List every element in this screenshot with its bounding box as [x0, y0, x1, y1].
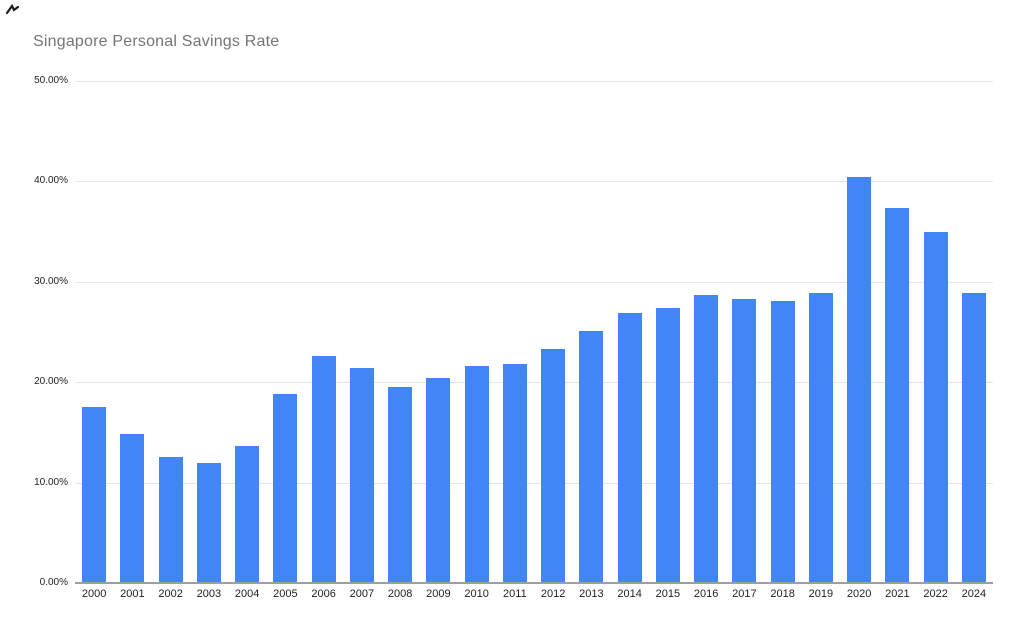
bar-2018[interactable] [770, 300, 795, 583]
x-axis-label-2006: 2006 [311, 588, 336, 600]
x-axis-label-2018: 2018 [770, 588, 795, 600]
x-axis-label-2024: 2024 [961, 588, 987, 600]
bar-2001[interactable] [120, 434, 145, 583]
x-axis-label-2013: 2013 [579, 588, 604, 600]
x-axis-label-2002: 2002 [158, 588, 183, 600]
y-axis-tick-label-50: 50.00% [34, 75, 68, 86]
x-axis-label-2019: 2019 [808, 588, 834, 600]
bar-2002[interactable] [158, 456, 183, 583]
x-axis-label-2009: 2009 [426, 588, 451, 600]
gridline-40pct [75, 181, 993, 183]
bar-2019[interactable] [808, 292, 833, 583]
bar-2000[interactable] [82, 407, 107, 583]
x-axis-label-2010: 2010 [464, 588, 489, 600]
bar-2005[interactable] [273, 394, 298, 583]
x-axis-label-2015: 2015 [655, 588, 681, 600]
y-axis-tick-label-30: 30.00% [34, 275, 68, 287]
x-axis-baseline [75, 582, 993, 584]
y-axis-tick-label-0: 0.00% [39, 577, 68, 588]
bar-2010[interactable] [464, 366, 489, 583]
bar-2014[interactable] [617, 312, 642, 583]
x-axis-label-2003: 2003 [196, 588, 222, 600]
y-axis-tick-label-10: 10.00% [34, 476, 68, 488]
bar-2011[interactable] [502, 364, 527, 583]
x-axis-label-2020: 2020 [846, 588, 872, 600]
x-axis-label-2008: 2008 [387, 588, 413, 600]
bar-2008[interactable] [388, 387, 413, 583]
bar-2009[interactable] [426, 378, 451, 583]
bar-2012[interactable] [541, 349, 566, 583]
x-axis-label-2004: 2004 [234, 588, 260, 600]
x-axis-label-2016: 2016 [693, 588, 719, 600]
bar-2024[interactable] [961, 292, 986, 583]
bar-2017[interactable] [732, 298, 757, 583]
y-axis-tick-label-20: 20.00% [34, 376, 68, 388]
bar-2013[interactable] [579, 331, 604, 583]
gridline-50pct [75, 81, 993, 82]
x-axis-label-2011: 2011 [503, 588, 527, 600]
x-axis-label-2012: 2012 [540, 588, 566, 600]
chart-title: Singapore Personal Savings Rate [33, 33, 280, 50]
x-axis-label-2022: 2022 [923, 588, 948, 600]
bar-2006[interactable] [311, 356, 336, 583]
x-axis-label-2021: 2021 [885, 588, 910, 600]
plot-area [75, 81, 993, 584]
x-axis-label-2017: 2017 [732, 588, 757, 600]
x-axis-label-2007: 2007 [349, 588, 375, 600]
gridline-20pct [75, 382, 993, 384]
bar-2003[interactable] [196, 462, 221, 583]
x-axis-label-2001: 2001 [120, 588, 145, 600]
bar-2021[interactable] [885, 207, 910, 583]
bar-2015[interactable] [655, 307, 680, 583]
bar-2004[interactable] [235, 446, 260, 583]
bar-2022[interactable] [923, 231, 948, 583]
y-axis-tick-label-40: 40.00% [34, 175, 68, 187]
x-axis-label-2005: 2005 [273, 588, 298, 600]
x-axis-label-2014: 2014 [617, 588, 642, 600]
x-axis-label-2000: 2000 [81, 588, 107, 600]
bar-2020[interactable] [847, 177, 872, 583]
bar-2016[interactable] [694, 294, 719, 583]
gridline-10pct [75, 482, 993, 484]
bar-2007[interactable] [349, 368, 374, 583]
screen-artifact [5, 4, 20, 15]
gridline-30pct [75, 281, 993, 283]
